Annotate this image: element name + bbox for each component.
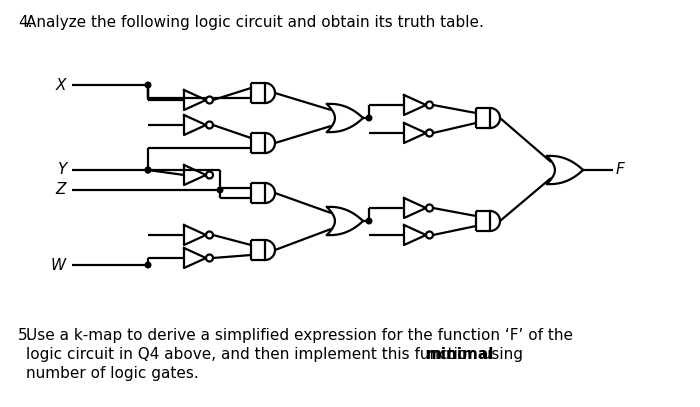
- Circle shape: [145, 82, 150, 88]
- Text: minimal: minimal: [426, 347, 494, 362]
- Circle shape: [217, 187, 223, 193]
- Circle shape: [206, 254, 213, 262]
- Text: X: X: [55, 77, 66, 92]
- Circle shape: [366, 218, 372, 224]
- Circle shape: [145, 167, 150, 173]
- Text: logic circuit in Q4 above, and then implement this function using: logic circuit in Q4 above, and then impl…: [26, 347, 523, 362]
- Circle shape: [426, 101, 433, 109]
- Text: W: W: [51, 258, 66, 273]
- Circle shape: [145, 262, 150, 268]
- Circle shape: [145, 167, 150, 173]
- Text: 5.: 5.: [18, 328, 32, 343]
- Circle shape: [206, 232, 213, 239]
- Circle shape: [366, 115, 372, 121]
- Circle shape: [426, 232, 433, 239]
- Circle shape: [426, 204, 433, 212]
- Text: 4.: 4.: [18, 15, 32, 30]
- Circle shape: [206, 96, 213, 103]
- Text: Use a k-map to derive a simplified expression for the function ‘F’ of the: Use a k-map to derive a simplified expre…: [26, 328, 573, 343]
- Text: number of logic gates.: number of logic gates.: [26, 366, 199, 381]
- Text: Z: Z: [55, 182, 66, 197]
- Text: Y: Y: [57, 162, 66, 177]
- Circle shape: [206, 122, 213, 129]
- Circle shape: [206, 171, 213, 179]
- Text: Analyze the following logic circuit and obtain its truth table.: Analyze the following logic circuit and …: [26, 15, 484, 30]
- Circle shape: [426, 129, 433, 136]
- Text: F: F: [616, 162, 624, 177]
